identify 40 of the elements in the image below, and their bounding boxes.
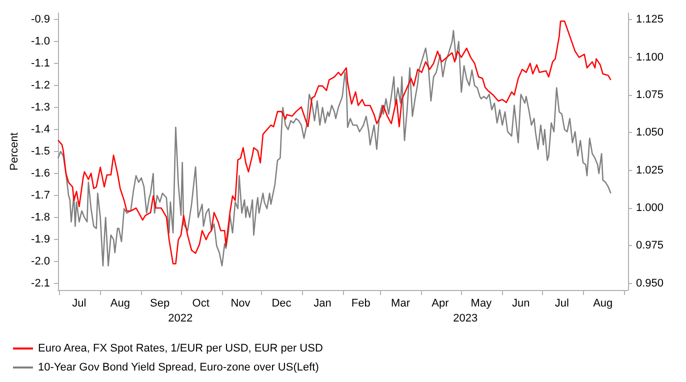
y-tick-label: -1.9: [31, 233, 50, 246]
y-tick-label: -1.3: [31, 102, 50, 114]
x-tick-label: Sep: [150, 298, 170, 310]
x-tick-label: Jun: [512, 298, 530, 310]
y-tick-label: -1.6: [31, 167, 50, 180]
y-tick-label: -1.4: [31, 124, 50, 136]
y2-tick-label: 1.125: [636, 14, 664, 26]
y2-tick-label: 1.100: [636, 51, 664, 64]
x-tick-label: Dec: [272, 298, 292, 310]
y-tick-label: -2.1: [31, 277, 50, 290]
y-tick-label: -1.2: [31, 80, 50, 92]
y2-tick-label: 0.975: [636, 240, 664, 252]
x-tick-label: Aug: [110, 298, 130, 310]
y-tick-label: -2.0: [31, 255, 50, 268]
y2-tick-label: 0.950: [636, 277, 664, 290]
y-tick-label: -1.5: [31, 146, 50, 158]
y-tick-label: -1.0: [31, 36, 50, 48]
x-tick-label: Jul: [72, 298, 86, 310]
y-tick-label: -1.7: [31, 189, 50, 202]
x-tick-label: Mar: [391, 298, 410, 310]
y-axis-title: Percent: [8, 132, 20, 170]
x-tick-label: Jul: [554, 298, 569, 310]
x-tick-label: Aug: [593, 298, 613, 310]
x-tick-label: Jan: [314, 298, 332, 310]
y2-tick-label: 1.075: [636, 88, 664, 101]
y-tick-label: -1.8: [31, 211, 50, 224]
x-tick-label: Nov: [230, 298, 251, 310]
y2-tick-label: 1.000: [636, 202, 664, 214]
legend-label: 10-Year Gov Bond Yield Spread, Euro-zone over US(Left): [38, 362, 319, 374]
text: 2023: [453, 312, 478, 324]
text: 2022: [168, 312, 193, 324]
y-tick-label: -1.1: [31, 58, 50, 70]
x-tick-label: Oct: [192, 298, 210, 310]
x-tick-label: May: [470, 298, 492, 310]
y2-tick-label: 1.050: [636, 126, 664, 139]
y-tick-label: -0.9: [31, 14, 50, 26]
y2-tick-label: 1.025: [636, 164, 664, 176]
legend-label: Euro Area, FX Spot Rates, 1/EUR per USD, EUR per USD: [38, 342, 323, 354]
x-tick-label: Apr: [432, 298, 450, 310]
x-tick-label: Feb: [351, 298, 370, 310]
